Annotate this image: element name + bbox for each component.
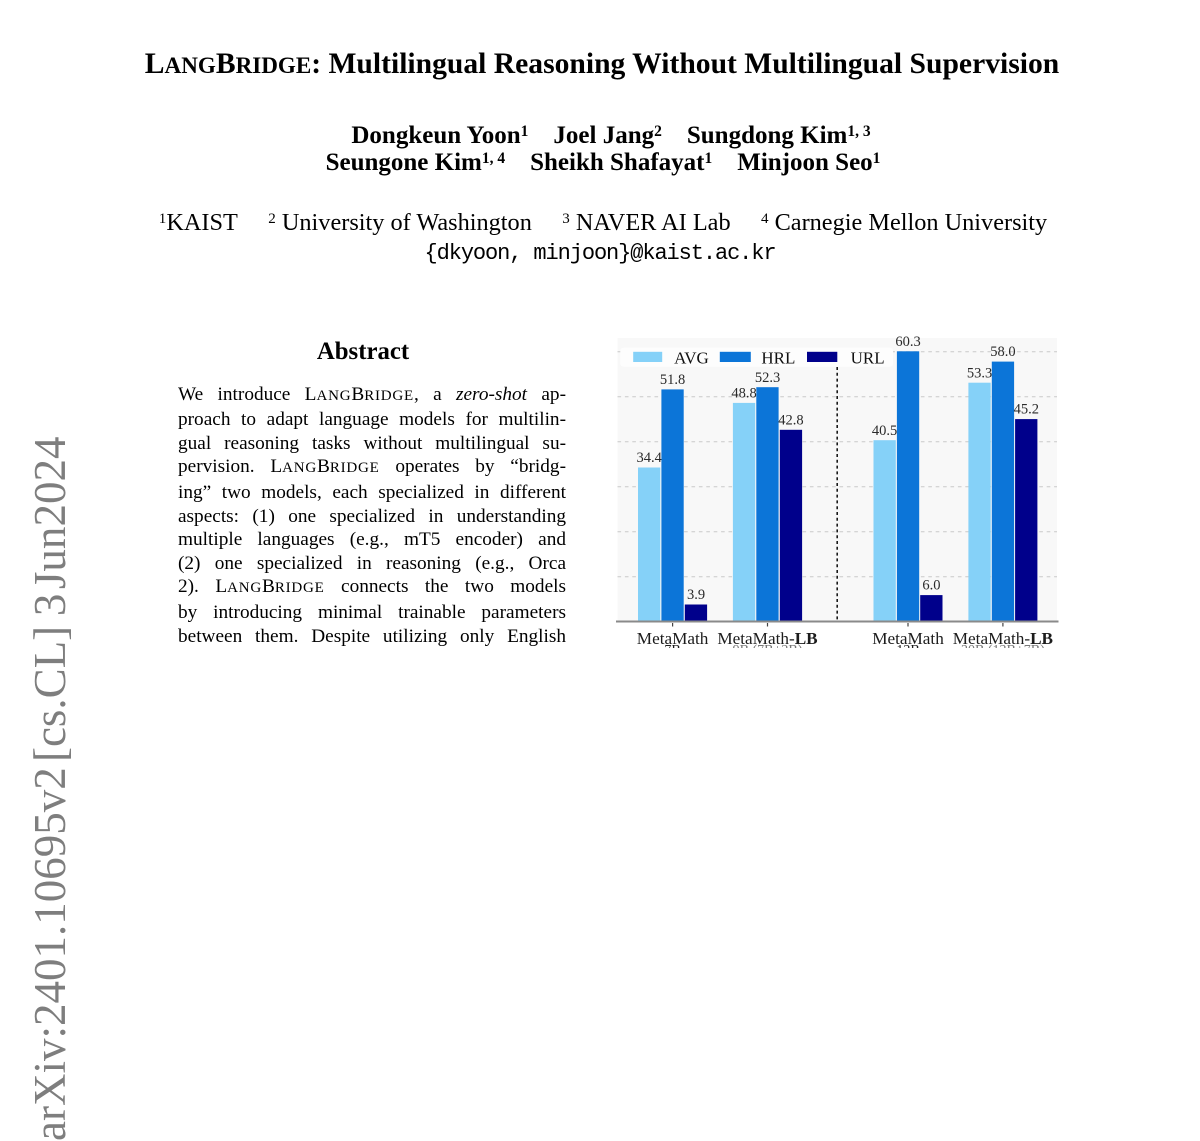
svg-text:45.2: 45.2 — [1014, 402, 1039, 418]
svg-text:HRL: HRL — [761, 349, 795, 368]
svg-text:13B: 13B — [896, 643, 919, 648]
svg-text:MetaMath: MetaMath — [872, 629, 944, 648]
svg-text:34.4: 34.4 — [637, 450, 663, 466]
svg-text:58.0: 58.0 — [990, 344, 1015, 360]
svg-text:52.3: 52.3 — [755, 370, 780, 386]
svg-text:3.9: 3.9 — [687, 587, 705, 603]
svg-text:40.5: 40.5 — [872, 423, 897, 439]
svg-text:MetaMath-LB: MetaMath-LB — [717, 629, 817, 648]
svg-text:9B (7B+2B): 9B (7B+2B) — [733, 643, 803, 648]
svg-text:20B (13B+7B): 20B (13B+7B) — [961, 643, 1045, 648]
svg-text:48.8: 48.8 — [731, 386, 756, 402]
svg-text:MetaMath: MetaMath — [637, 629, 709, 648]
svg-text:42.8: 42.8 — [778, 412, 803, 428]
svg-text:URL: URL — [851, 349, 885, 368]
svg-text:60.3: 60.3 — [895, 334, 920, 350]
svg-text:MetaMath-LB: MetaMath-LB — [953, 629, 1053, 648]
svg-text:6.0: 6.0 — [922, 578, 940, 594]
svg-text:AVG: AVG — [674, 349, 709, 368]
svg-text:51.8: 51.8 — [660, 372, 685, 388]
svg-text:53.3: 53.3 — [967, 365, 992, 381]
svg-text:7B: 7B — [664, 643, 680, 648]
